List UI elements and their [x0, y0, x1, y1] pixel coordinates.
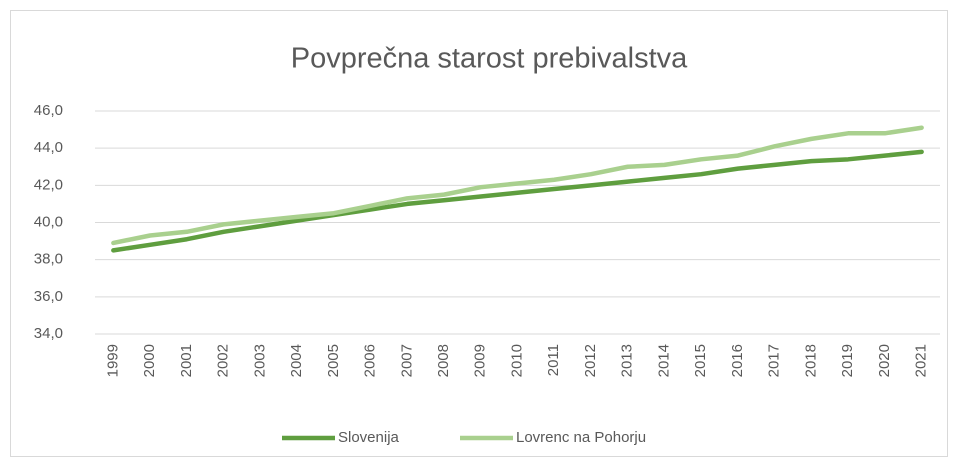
x-tick-label: 2007	[398, 344, 415, 377]
x-tick-label: 2004	[288, 344, 305, 377]
x-tick-label: 1999	[104, 344, 121, 377]
y-tick-label: 34,0	[34, 325, 63, 342]
legend-label: Slovenija	[338, 429, 400, 446]
y-tick-label: 44,0	[34, 139, 63, 156]
x-tick-label: 2011	[545, 344, 562, 376]
chart-title: Povprečna starost prebivalstva	[291, 43, 688, 75]
x-tick-label: 2016	[729, 344, 746, 377]
y-tick-label: 36,0	[34, 288, 63, 305]
legend-label: Lovrenc na Pohorju	[516, 429, 646, 446]
x-tick-label: 2006	[362, 344, 379, 377]
line-series	[111, 125, 924, 246]
x-tick-label: 2002	[215, 344, 232, 377]
x-tick-label: 2008	[435, 344, 452, 377]
y-tick-label: 40,0	[34, 213, 63, 230]
x-tick-label: 2021	[913, 344, 930, 377]
line-series	[111, 149, 924, 253]
x-tick-label: 2000	[141, 344, 158, 377]
x-tick-label: 2019	[839, 344, 856, 377]
x-tick-label: 2009	[472, 344, 489, 377]
x-tick-label: 2014	[655, 344, 672, 377]
x-tick-label: 2012	[582, 344, 599, 377]
y-tick-label: 46,0	[34, 102, 63, 119]
x-tick-label: 2017	[766, 344, 783, 377]
x-tick-label: 2020	[876, 344, 893, 377]
y-tick-label: 42,0	[34, 176, 63, 193]
y-tick-label: 38,0	[34, 251, 63, 268]
x-tick-label: 2010	[508, 344, 525, 377]
x-tick-label: 2018	[802, 344, 819, 377]
x-tick-label: 2015	[692, 344, 709, 377]
x-tick-label: 2003	[251, 344, 268, 377]
x-tick-label: 2005	[325, 344, 342, 377]
x-tick-label: 2013	[619, 344, 636, 377]
x-tick-label: 2001	[178, 344, 195, 377]
